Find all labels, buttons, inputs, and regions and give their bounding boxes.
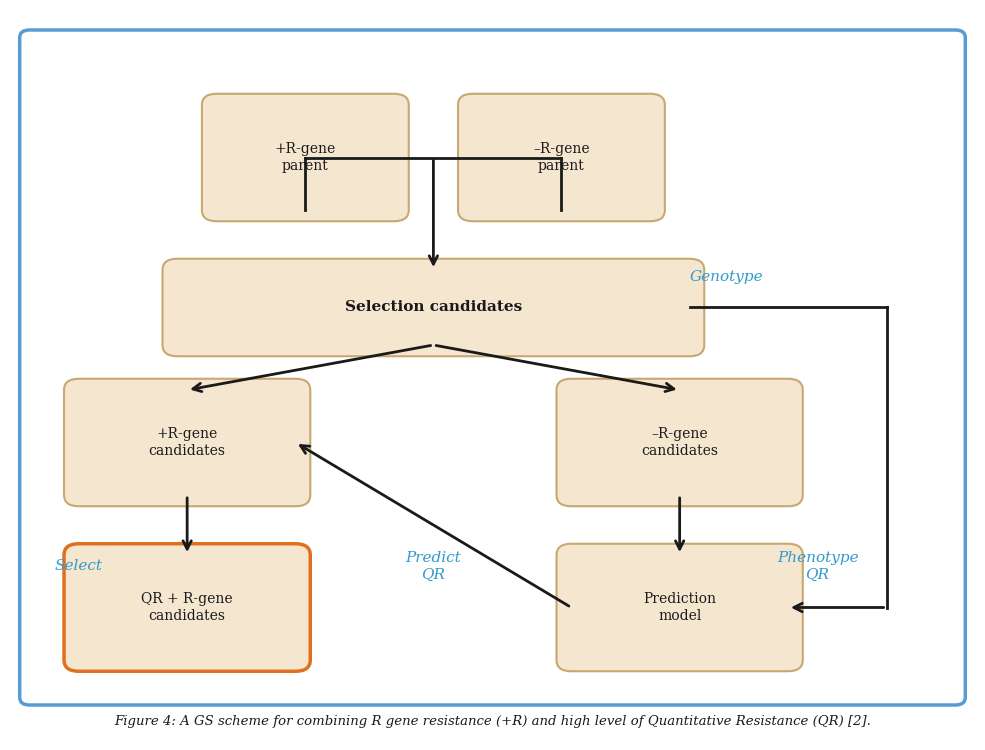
FancyBboxPatch shape (64, 544, 310, 671)
Text: Select: Select (55, 560, 102, 573)
Text: Selection candidates: Selection candidates (345, 301, 522, 314)
FancyBboxPatch shape (163, 259, 704, 356)
Text: +R-gene
parent: +R-gene parent (275, 142, 336, 172)
FancyBboxPatch shape (64, 379, 310, 506)
Text: Prediction
model: Prediction model (643, 592, 716, 622)
FancyBboxPatch shape (20, 30, 965, 705)
Text: +R-gene
candidates: +R-gene candidates (149, 427, 226, 458)
Text: Phenotype
QR: Phenotype QR (777, 551, 858, 581)
Text: Figure 4: A GS scheme for combining R gene resistance (+R) and high level of Qua: Figure 4: A GS scheme for combining R ge… (114, 715, 871, 728)
FancyBboxPatch shape (458, 94, 665, 221)
FancyBboxPatch shape (557, 544, 803, 671)
Text: –R-gene
parent: –R-gene parent (533, 142, 590, 172)
FancyBboxPatch shape (557, 379, 803, 506)
Text: QR + R-gene
candidates: QR + R-gene candidates (141, 592, 233, 622)
Text: Genotype: Genotype (690, 271, 763, 284)
Text: Predict
QR: Predict QR (406, 551, 461, 581)
Text: –R-gene
candidates: –R-gene candidates (641, 427, 718, 458)
FancyBboxPatch shape (202, 94, 409, 221)
